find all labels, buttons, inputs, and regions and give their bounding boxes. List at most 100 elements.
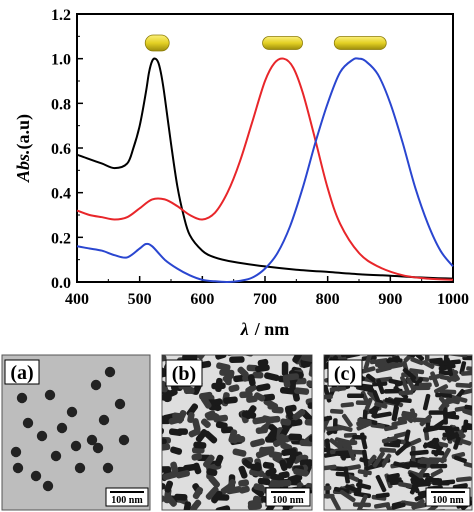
tem-rod-particle — [175, 470, 191, 479]
y-axis-title-italic: Abs. — [13, 149, 33, 183]
tem-rod-particle — [264, 372, 280, 382]
tem-rod-particle — [394, 431, 410, 439]
tem-rod-particle — [450, 368, 460, 381]
tem-rod-particle — [344, 464, 361, 471]
tem-sphere-particle — [114, 398, 126, 410]
tem-panel-a-particles — [10, 366, 130, 492]
tem-rod-particle — [324, 438, 332, 455]
tem-rod-particle — [324, 464, 337, 471]
tem-rod-particle — [422, 360, 435, 369]
tem-rod-particle — [455, 382, 472, 389]
tem-rod-particle — [372, 390, 381, 403]
tem-rod-particle — [459, 361, 467, 375]
y-tick-label: 0.6 — [51, 141, 71, 158]
tem-rod-particle — [228, 384, 240, 393]
tem-rod-particle — [330, 408, 344, 414]
tem-sphere-particle — [90, 379, 102, 391]
tem-rod-particle — [265, 467, 277, 477]
tem-rod-particle — [268, 451, 283, 459]
series-line-blue — [76, 57, 454, 284]
tem-rod-particle — [388, 378, 403, 386]
tem-rod-particle — [356, 385, 375, 393]
tem-rod-particle — [392, 406, 399, 422]
tem-rod-particle — [463, 461, 472, 470]
tem-rod-particle — [445, 397, 460, 405]
tem-rod-particle — [399, 355, 416, 358]
tem-rod-particle — [326, 425, 344, 432]
tem-rod-particle — [242, 459, 253, 469]
tem-rod-particle — [285, 454, 297, 469]
tem-rod-particle — [374, 502, 391, 509]
tem-rod-particle — [191, 453, 203, 461]
tem-rod-particle — [279, 459, 288, 471]
tem-rod-particle — [341, 440, 358, 446]
tem-rod-particle — [443, 355, 450, 363]
tem-rod-particle — [375, 492, 390, 499]
tem-rod-particle — [223, 396, 238, 404]
tem-sphere-particle — [44, 389, 56, 401]
tem-sphere-particle — [98, 414, 110, 426]
tem-panel-b-scale-text: 100 nm — [272, 495, 304, 506]
tem-rod-particle — [286, 373, 299, 381]
tem-rod-particle — [374, 401, 388, 409]
tem-rod-particle — [205, 486, 219, 500]
tem-sphere-particle — [86, 434, 98, 446]
y-tick-label: 0.2 — [51, 230, 71, 247]
tem-rod-particle — [381, 435, 398, 444]
tem-rod-particle — [352, 434, 367, 440]
tem-rod-particle — [375, 474, 387, 493]
tem-rod-particle — [393, 461, 411, 470]
tem-rod-particle — [256, 383, 271, 392]
tem-rod-particle — [373, 411, 392, 419]
tem-rod-particle — [409, 408, 418, 423]
tem-rod-particle — [385, 504, 395, 510]
tem-sphere-particle — [16, 392, 28, 404]
nanoparticle-short-rod-icon — [262, 36, 303, 50]
tem-rod-particle — [366, 454, 377, 467]
tem-rod-particle — [306, 380, 312, 389]
tem-rod-particle — [453, 455, 467, 464]
tem-rod-particle — [403, 355, 416, 363]
tem-rod-particle — [233, 374, 246, 383]
tem-sphere-particle — [104, 366, 116, 378]
tem-rod-particle — [164, 493, 177, 507]
x-tick-label: 1000 — [437, 291, 469, 308]
tem-rod-particle — [413, 385, 431, 391]
nanoparticle-sphere-icon — [144, 34, 170, 52]
tem-rod-particle — [430, 371, 440, 388]
tem-panel-b: (b) 100 nm — [161, 354, 313, 511]
tem-rod-particle — [280, 418, 292, 426]
tem-panel-c-scale-text: 100 nm — [432, 495, 464, 506]
x-tick-label: 600 — [190, 291, 214, 308]
tem-rod-particle — [281, 448, 297, 457]
tem-rod-particle — [340, 355, 360, 358]
tem-rod-particle — [203, 430, 218, 444]
tem-sphere-particle — [102, 462, 114, 474]
tem-rod-particle — [406, 377, 416, 392]
tem-rod-particle — [200, 395, 212, 409]
tem-panel-c-label-box — [327, 359, 363, 387]
tem-rod-particle — [183, 501, 192, 510]
tem-rod-particle — [428, 410, 446, 415]
tem-rod-particle — [430, 463, 448, 469]
tem-rod-particle — [226, 486, 242, 495]
tem-rod-particle — [262, 461, 275, 470]
tem-rod-particle — [162, 394, 172, 402]
tem-rod-particle — [193, 441, 207, 449]
tem-panel-a-label: (a) — [10, 362, 33, 384]
tem-sphere-particle — [22, 417, 34, 429]
tem-rod-particle — [324, 355, 330, 370]
tem-rod-particle — [162, 355, 167, 363]
tem-rod-particle — [398, 390, 414, 396]
tem-rod-particle — [278, 433, 290, 443]
tem-rod-particle — [206, 468, 218, 477]
tem-rod-particle — [410, 477, 420, 494]
tem-rod-particle — [255, 364, 270, 373]
tem-rod-particle — [300, 355, 312, 363]
tem-rod-particle — [425, 425, 443, 431]
tem-rod-particle — [247, 502, 262, 510]
tem-rod-particle — [387, 477, 402, 483]
tem-panel-c-particles — [324, 355, 472, 510]
tem-rod-particle — [346, 443, 356, 461]
x-tick-label: 900 — [378, 291, 402, 308]
